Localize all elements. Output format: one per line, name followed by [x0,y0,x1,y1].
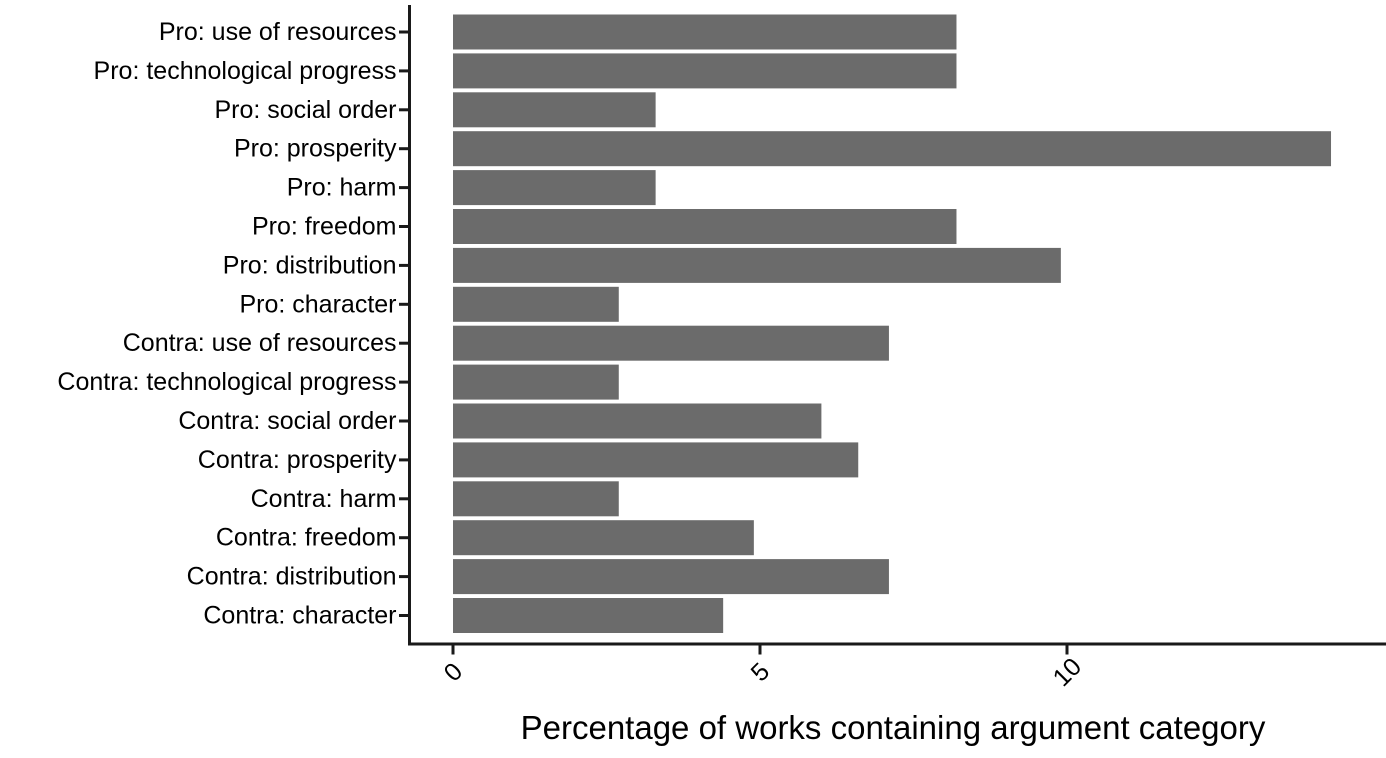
y-axis-label: Pro: use of resources [159,18,397,46]
y-axis-label: Contra: harm [251,485,397,513]
y-axis-label: Pro: distribution [223,251,397,279]
y-axis-label: Contra: distribution [187,563,397,591]
y-axis-label: Pro: technological progress [94,57,397,85]
bar [453,170,656,206]
y-axis-label: Pro: character [239,290,396,318]
bar [453,325,889,361]
bar [453,403,822,439]
bar [453,442,859,478]
y-axis-label: Contra: freedom [216,524,397,552]
bar [453,598,724,633]
y-axis-label: Contra: character [203,602,396,630]
bar [453,131,1332,167]
bar [453,286,619,322]
y-axis-label: Contra: social order [178,407,396,435]
bar [453,247,1061,283]
bar [453,481,619,517]
bar [453,559,889,595]
y-axis-label: Pro: prosperity [234,135,397,163]
y-axis-label: Pro: harm [287,174,397,202]
bar [453,520,754,556]
bar [453,209,957,244]
y-axis-label: Pro: social order [214,96,396,124]
y-axis-label: Pro: freedom [252,213,397,241]
bar [453,53,957,89]
bar [453,364,619,400]
x-axis-title: Percentage of works containing argument … [521,709,1266,746]
y-axis-label: Contra: technological progress [57,368,396,396]
y-axis-label: Contra: prosperity [198,446,397,474]
bar [453,92,656,128]
y-axis-label: Contra: use of resources [123,329,397,357]
bar [453,14,957,50]
